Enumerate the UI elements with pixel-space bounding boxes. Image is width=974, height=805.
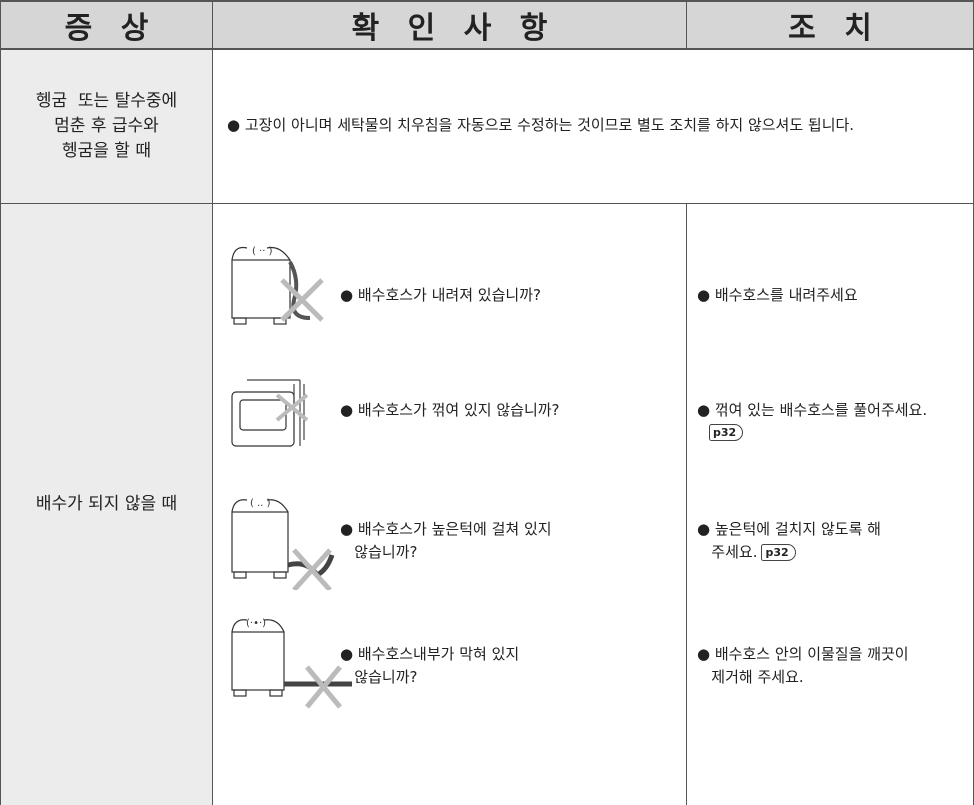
- washer-illustration: (·•·): [231, 618, 352, 709]
- check-line: ● 배수호스가 높은턱에 걸쳐 있지: [340, 520, 552, 538]
- action-text: ● 배수호스를 내려주세요: [697, 284, 858, 307]
- svg-text:(·•·): (·•·): [246, 618, 266, 629]
- action-line: 제거해 주세요.: [697, 668, 804, 686]
- action-line: ● 높은턱에 걸치지 않도록 해: [697, 520, 881, 538]
- symptom-cell: 배수가 되지 않을 때: [0, 203, 213, 805]
- symptom-line: 헹굼을 할 때: [61, 141, 151, 161]
- svg-text:( ·· ): ( ·· ): [252, 246, 273, 257]
- check-text: ● 배수호스내부가 막혀 있지 않습니까?: [340, 643, 519, 689]
- symptom-line: 배수가 되지 않을 때: [35, 494, 178, 514]
- page-ref: p32: [761, 544, 796, 561]
- check-text: ● 배수호스가 내려져 있습니까?: [340, 284, 541, 307]
- header-cell: 증 상: [0, 0, 213, 50]
- action-text: ● 꺾여 있는 배수호스를 풀어주세요. p32: [697, 399, 927, 441]
- action-text: ● 높은턱에 걸치지 않도록 해 주세요. p32: [697, 518, 881, 564]
- check-line: ● 배수호스가 꺾여 있지 않습니까?: [340, 401, 560, 419]
- check-line: ● 배수호스가 내려져 있습니까?: [340, 286, 541, 304]
- check-text: ● 배수호스가 높은턱에 걸쳐 있지 않습니까?: [340, 518, 552, 564]
- washer-illustration: [231, 379, 309, 447]
- action-line: ● 꺾여 있는 배수호스를 풀어주세요.: [697, 401, 928, 419]
- check-text: ● 배수호스가 꺾여 있지 않습니까?: [340, 399, 560, 422]
- action-line: 주세요. p32: [697, 541, 881, 564]
- action-line: ● 배수호스를 내려주세요: [697, 286, 858, 304]
- symptom-line: 멈춘 후 급수와: [54, 116, 159, 136]
- action-text: ● 배수호스 안의 이물질을 깨끗이 제거해 주세요.: [697, 643, 909, 689]
- symptom-line: 헹굼 또는 탈수중에: [35, 91, 178, 111]
- check-text: ● 고장이 아니며 세탁물의 치우침을 자동으로 수정하는 것이므로 별도 조치…: [227, 116, 855, 134]
- action-line: ● 배수호스 안의 이물질을 깨끗이: [697, 645, 909, 663]
- svg-text:( .. ): ( .. ): [250, 498, 271, 509]
- check-line: ● 배수호스내부가 막혀 있지: [340, 645, 520, 663]
- header-cell: 조 치: [686, 0, 974, 50]
- washer-illustration: ( .. ): [231, 498, 335, 590]
- check-line: 않습니까?: [340, 543, 418, 561]
- washer-illustration: ( ·· ): [231, 246, 324, 325]
- header-cell: 확 인 사 항: [212, 0, 687, 50]
- check-line: 않습니까?: [340, 668, 418, 686]
- check-cell: ● 고장이 아니며 세탁물의 치우침을 자동으로 수정하는 것이므로 별도 조치…: [212, 49, 974, 204]
- page-ref: p32: [709, 424, 744, 441]
